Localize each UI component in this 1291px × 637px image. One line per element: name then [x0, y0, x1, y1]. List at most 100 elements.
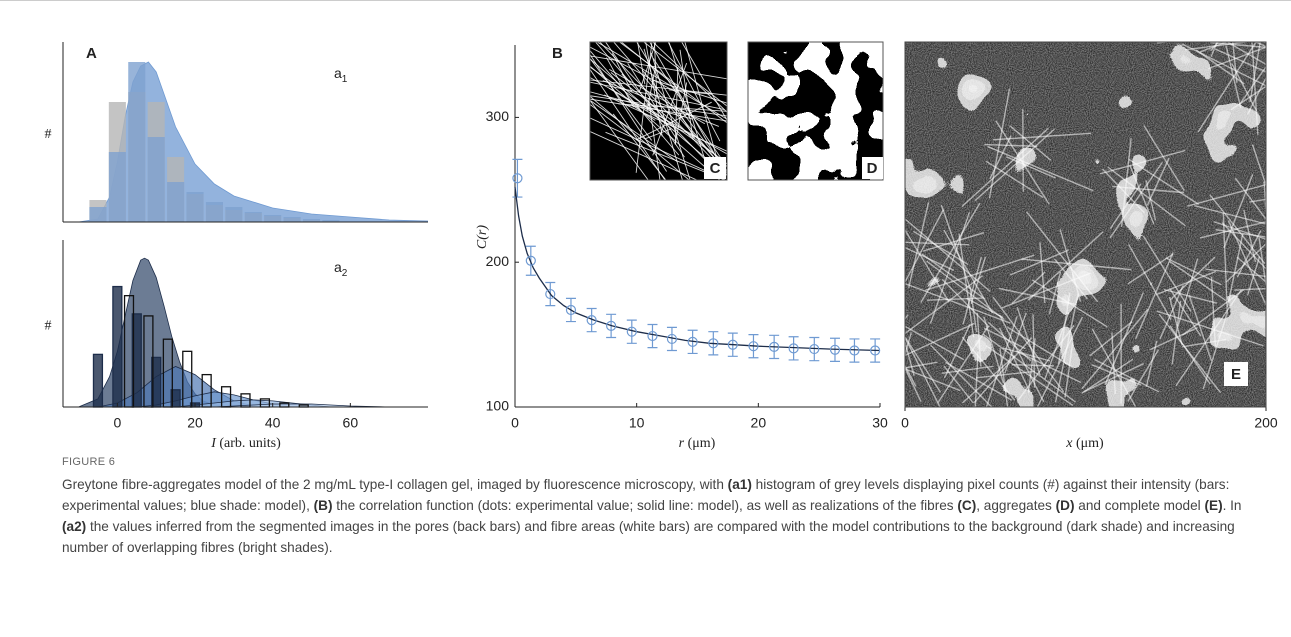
bar [186, 192, 204, 222]
fibre [1128, 158, 1200, 205]
fibre [1089, 321, 1133, 357]
label-part: I [210, 436, 217, 451]
fibre [610, 72, 727, 165]
y-tick-label: 200 [486, 253, 510, 269]
fibre [920, 202, 981, 304]
fibre [652, 62, 688, 156]
bar [128, 62, 146, 222]
fibre [1210, 42, 1266, 49]
fibre [590, 79, 727, 96]
subplot-label: a1 [334, 65, 348, 85]
panel-label: B [552, 45, 563, 62]
fibre [1234, 287, 1266, 291]
fibre [905, 218, 991, 293]
fibre [1081, 308, 1149, 390]
data-point [586, 315, 597, 326]
frame [904, 41, 1267, 408]
fibre [941, 365, 994, 375]
fibre [606, 57, 634, 108]
caption-segment: (D) [1055, 498, 1075, 513]
fibre [905, 368, 961, 392]
fibre [1249, 42, 1261, 103]
fibre [1057, 292, 1071, 364]
fibre [1011, 271, 1046, 305]
subplot-label: a2 [334, 259, 348, 279]
fibre [636, 101, 712, 141]
fibre [1169, 260, 1227, 302]
fibre [590, 55, 727, 80]
model-area [78, 62, 428, 222]
caption-segment: (B) [313, 498, 333, 513]
fibre [1207, 46, 1266, 70]
fibre [1015, 350, 1082, 384]
fibre [1009, 125, 1052, 161]
x-tick-label: 0 [511, 415, 519, 431]
caption-text: Greytone fibre-aggregates model of the 2… [62, 474, 1262, 558]
fibre [1146, 157, 1170, 206]
caption-segment: the values inferred from the segmented i… [62, 519, 1235, 555]
fibre [1223, 174, 1254, 249]
fibre [1149, 327, 1198, 351]
fibre [652, 42, 727, 113]
label-part: r [679, 436, 685, 451]
fibre [1230, 85, 1266, 111]
fibre [1083, 362, 1145, 393]
fibre [929, 212, 971, 324]
fibre [1101, 168, 1145, 214]
fibre [1002, 347, 1051, 362]
fibre [974, 351, 979, 407]
fibre [590, 99, 678, 163]
fibre [612, 113, 667, 180]
fibre [590, 95, 727, 117]
error-bar [849, 338, 860, 363]
fibre [1142, 235, 1192, 312]
fibre [590, 99, 649, 180]
fibre [1127, 253, 1174, 285]
fibre [1107, 166, 1186, 227]
label-part: x [1065, 436, 1073, 451]
label-part: 2 [342, 268, 348, 279]
fibre [1155, 270, 1217, 296]
fibre [590, 81, 725, 110]
fibre [594, 42, 631, 83]
caption-segment: . In [1222, 498, 1242, 513]
fibre [1169, 325, 1211, 385]
fibre [1156, 42, 1173, 44]
caption-segment: the correlation function (dots: experime… [332, 498, 958, 513]
panel-label: D [867, 160, 878, 177]
x-tick-label: 60 [343, 415, 359, 431]
model-curve [214, 403, 390, 408]
fibre [945, 361, 1013, 401]
label-box [1224, 362, 1248, 386]
fibre-image [590, 42, 727, 180]
y-axis-label: # [45, 319, 52, 334]
fibre [1264, 202, 1266, 216]
x-axis-label: x (μm) [1065, 436, 1104, 451]
bar [205, 202, 223, 222]
y-tick-label: 300 [486, 108, 510, 124]
fibre [961, 355, 1016, 404]
fibre [1258, 237, 1266, 291]
bar [302, 219, 321, 222]
data-point [788, 343, 799, 354]
bar [89, 207, 107, 222]
fibre [1184, 42, 1252, 51]
y-axis-label: C(r) [475, 225, 490, 249]
x-tick-label: 0 [901, 415, 909, 431]
fibre [1036, 316, 1084, 407]
bar [112, 285, 123, 408]
fibre [905, 282, 1011, 324]
fibre [590, 91, 694, 120]
fibre [1238, 65, 1266, 106]
fibre [1048, 271, 1062, 315]
fibre [667, 42, 721, 142]
fibre [1222, 213, 1228, 313]
fibre [1109, 161, 1163, 239]
data-point [512, 173, 523, 184]
label-part: (arb. units) [219, 436, 281, 451]
fibre [1163, 288, 1218, 304]
x-tick-label: 20 [187, 415, 203, 431]
fibre [1134, 252, 1174, 340]
bar [283, 217, 301, 222]
